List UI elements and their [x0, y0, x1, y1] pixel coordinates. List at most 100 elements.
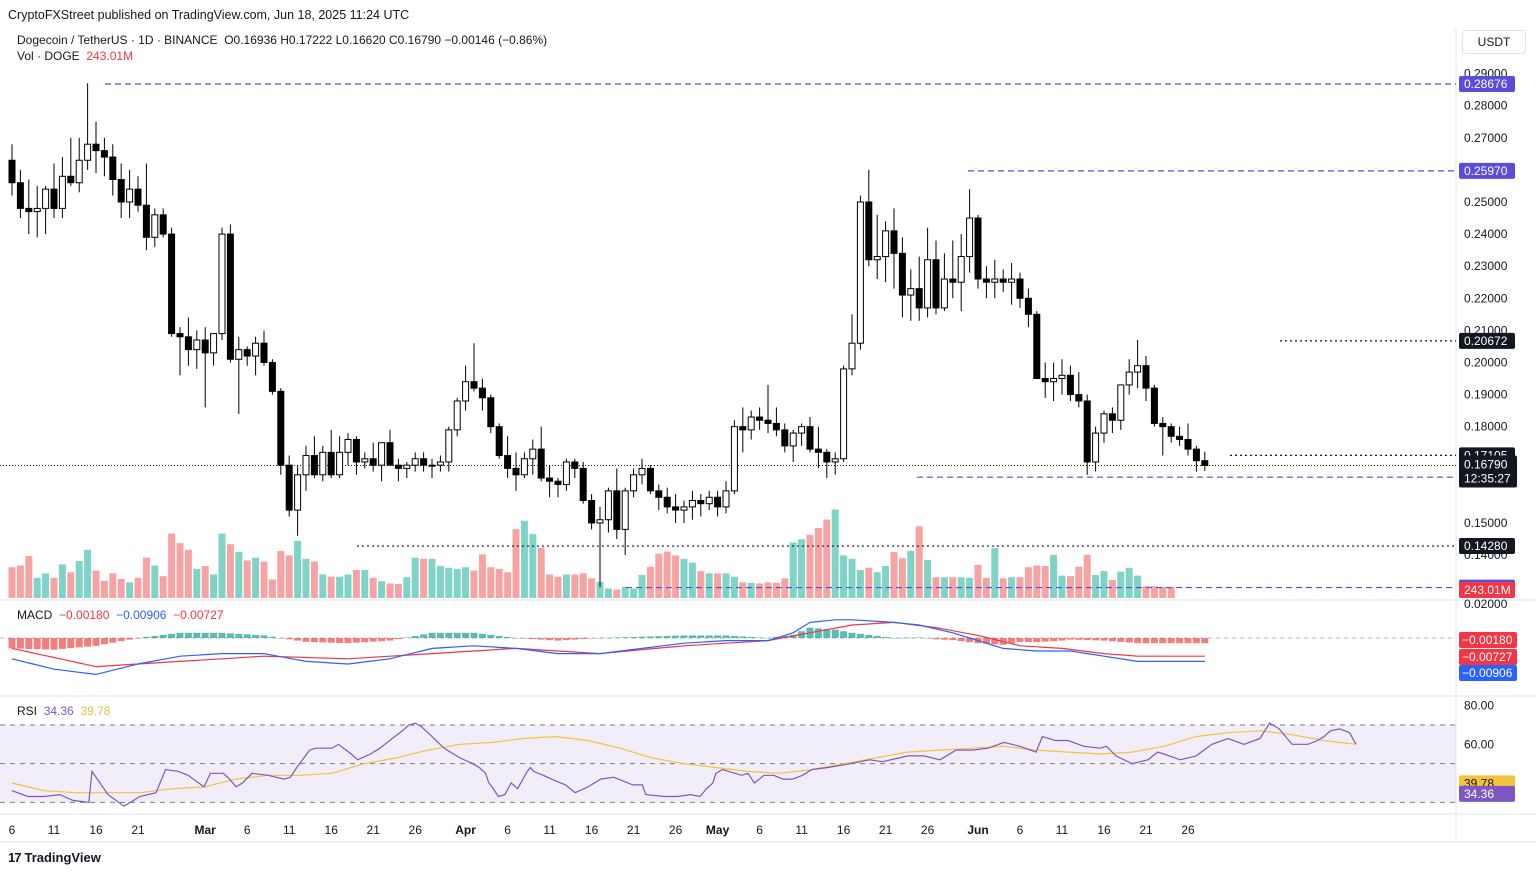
macd-hist-bar: [478, 633, 486, 638]
candle-body: [210, 333, 218, 354]
volume-bar: [428, 558, 436, 598]
macd-hist-bar: [1050, 638, 1058, 642]
candle-body: [1150, 387, 1158, 424]
macd-hist-bar: [940, 638, 948, 640]
candle-body: [277, 390, 285, 466]
rsi-value: 34.36: [43, 704, 74, 718]
candle-body: [285, 464, 293, 511]
x-axis-label: 11: [48, 823, 61, 837]
candle-body: [680, 506, 688, 511]
volume-value: 243.01M: [86, 49, 134, 63]
volume-bar: [814, 528, 822, 598]
macd-hist-bar: [823, 628, 831, 638]
price-tick-label: 0.22000: [1464, 291, 1508, 305]
volume-bar: [705, 573, 713, 598]
symbol-title[interactable]: Dogecoin / TetherUS · 1D · BINANCE: [17, 33, 218, 47]
volume-bar: [260, 561, 268, 598]
candle-body: [915, 288, 923, 309]
volume-bar: [243, 560, 251, 598]
macd-hist-bar: [739, 636, 747, 638]
macd-hist-bar: [470, 632, 478, 638]
candle-body: [378, 442, 386, 466]
macd-hist-bar: [168, 633, 176, 638]
macd-hist-bar: [1092, 638, 1100, 641]
macd-hist-bar: [134, 638, 142, 639]
candle-body: [1092, 432, 1100, 463]
volume-bar: [672, 555, 680, 598]
candle-body: [445, 429, 453, 463]
macd-hist-bar: [1016, 638, 1024, 642]
rsi-label[interactable]: RSI: [17, 704, 38, 718]
volume-bar: [789, 542, 797, 598]
candle-body: [50, 188, 58, 209]
macd-hist-bar: [814, 628, 822, 638]
x-axis-label: 16: [1097, 823, 1111, 837]
volume-bar: [33, 577, 41, 598]
macd-label[interactable]: MACD: [17, 608, 53, 622]
macd-hist-value: −0.00180: [59, 608, 110, 622]
volume-bar: [126, 582, 134, 598]
macd-hist-bar: [588, 638, 596, 639]
candle-body: [151, 214, 159, 238]
candle-body: [1184, 438, 1192, 450]
macd-hist-bar: [537, 638, 545, 640]
volume-bar: [1083, 554, 1091, 598]
tradingview-logo[interactable]: 17 TradingView: [8, 850, 101, 865]
macd-hist-bar: [176, 632, 184, 638]
volume-bar: [772, 582, 780, 598]
x-axis-label: 26: [921, 823, 935, 837]
x-axis-label: 26: [669, 823, 683, 837]
volume-bar: [134, 577, 142, 598]
volume-bar: [730, 576, 738, 598]
macd-hist-bar: [630, 636, 638, 638]
volume-bar: [142, 557, 150, 598]
candle-body: [1058, 374, 1066, 380]
macd-value-bg: [1459, 632, 1517, 648]
volume-bar: [823, 519, 831, 598]
x-axis-label: Apr: [455, 823, 476, 837]
volume-bar: [621, 586, 629, 598]
volume-bar: [604, 588, 612, 598]
x-axis-label: 21: [879, 823, 893, 837]
level-label: 0.25970: [1464, 164, 1508, 178]
macd-hist-bar: [596, 638, 604, 639]
macd-hist-bar: [92, 638, 100, 646]
x-axis-label: 11: [283, 823, 296, 837]
volume-bar: [394, 584, 402, 598]
macd-hist-bar: [898, 637, 906, 639]
candle-body: [184, 336, 192, 351]
candle-body: [512, 467, 520, 476]
candle-body: [613, 490, 621, 530]
candle-body: [117, 179, 125, 203]
candle-body: [1024, 297, 1032, 315]
candle-body: [764, 419, 772, 424]
x-axis-label: 11: [543, 823, 556, 837]
macd-hist-bar: [67, 638, 75, 649]
volume-bar: [369, 577, 377, 598]
candle-body: [907, 288, 915, 296]
volume-bar: [411, 557, 419, 598]
macd-hist-bar: [151, 635, 159, 638]
macd-hist-bar: [100, 638, 108, 645]
rsi-tick-label: 80.00: [1464, 699, 1494, 713]
candle-body: [722, 490, 730, 508]
volume-bar: [974, 564, 982, 598]
macd-hist-bar: [1176, 638, 1184, 644]
macd-value-label: −0.00906: [1462, 666, 1513, 680]
volume-bar: [109, 573, 117, 598]
volume-bar: [907, 550, 915, 598]
macd-hist-bar: [672, 635, 680, 638]
level-label: 0.14280: [1464, 539, 1508, 553]
x-axis-label: 21: [627, 823, 641, 837]
macd-hist-bar: [462, 632, 470, 638]
macd-hist-bar: [756, 637, 764, 638]
volume-bar: [8, 567, 16, 598]
macd-hist-bar: [386, 638, 394, 641]
volume-legend: Vol · DOGE 243.01M: [17, 49, 133, 63]
currency-button[interactable]: USDT: [1462, 30, 1526, 54]
volume-bar: [655, 553, 663, 598]
candle-body: [1159, 422, 1167, 428]
candle-body: [294, 474, 302, 511]
macd-hist-bar: [554, 638, 562, 641]
